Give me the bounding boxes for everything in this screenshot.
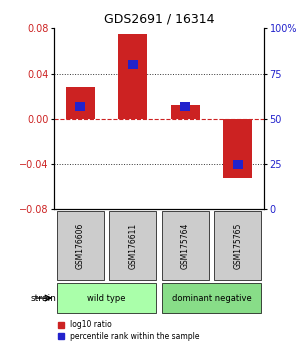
Bar <box>66 87 95 119</box>
Text: GSM176611: GSM176611 <box>128 222 137 269</box>
FancyBboxPatch shape <box>214 211 261 280</box>
FancyBboxPatch shape <box>162 211 209 280</box>
Text: strain: strain <box>31 293 57 303</box>
Bar <box>233 160 243 169</box>
Text: GSM175765: GSM175765 <box>233 222 242 269</box>
Bar <box>75 102 85 111</box>
Legend: log10 ratio, percentile rank within the sample: log10 ratio, percentile rank within the … <box>58 320 200 341</box>
Text: dominant negative: dominant negative <box>172 293 251 303</box>
FancyBboxPatch shape <box>57 211 104 280</box>
FancyBboxPatch shape <box>162 284 261 313</box>
FancyBboxPatch shape <box>57 284 156 313</box>
Bar <box>180 102 190 111</box>
Bar <box>118 34 147 119</box>
Text: GSM175764: GSM175764 <box>181 222 190 269</box>
FancyBboxPatch shape <box>109 211 156 280</box>
Bar <box>128 60 138 69</box>
Title: GDS2691 / 16314: GDS2691 / 16314 <box>104 13 214 26</box>
Bar <box>223 119 252 178</box>
Text: GSM176606: GSM176606 <box>76 222 85 269</box>
Bar <box>171 105 200 119</box>
Text: wild type: wild type <box>87 293 126 303</box>
